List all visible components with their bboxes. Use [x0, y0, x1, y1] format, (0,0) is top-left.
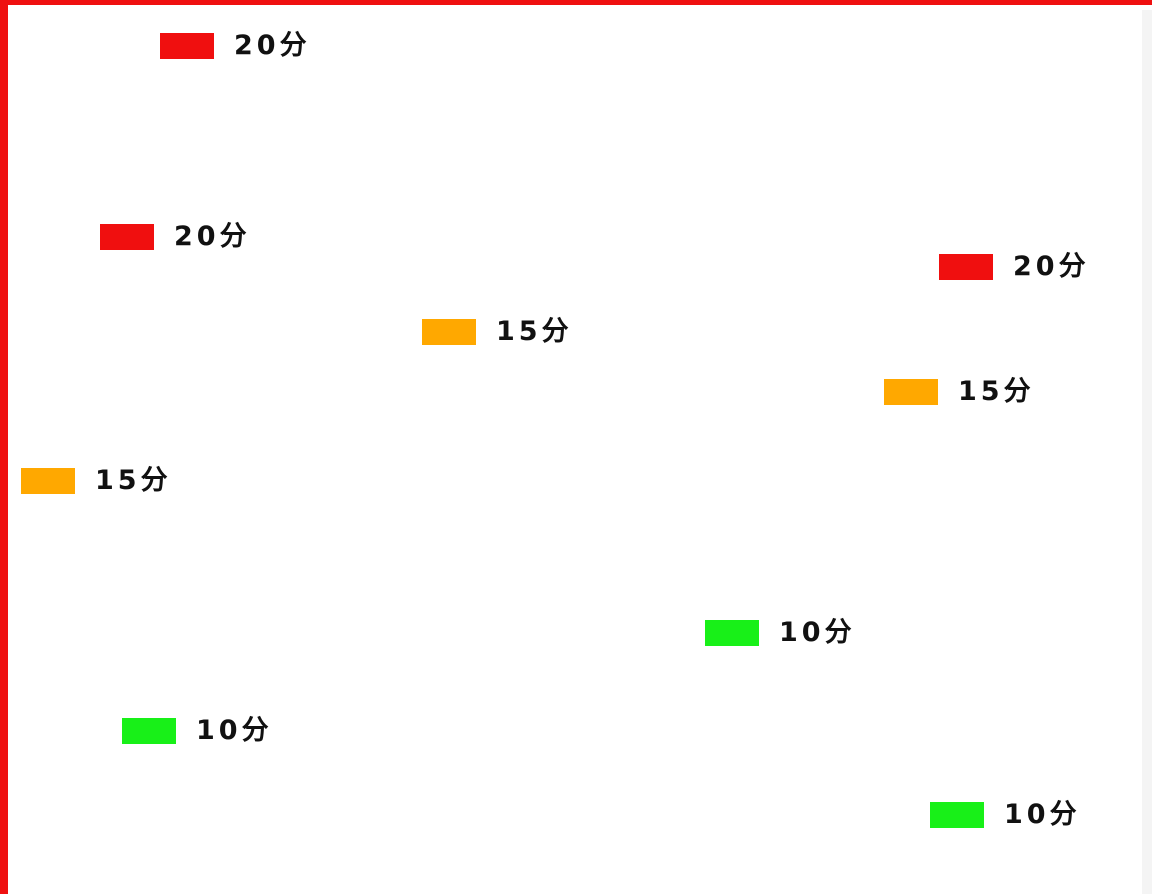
score-label: 10分 — [196, 715, 273, 746]
score-label: 15分 — [496, 316, 573, 347]
green-swatch — [705, 620, 759, 646]
score-marker-15-left: 15分 — [21, 466, 172, 496]
score-label: 20分 — [234, 30, 311, 61]
score-label: 10分 — [779, 617, 856, 648]
score-marker-15-center: 15分 — [422, 317, 573, 347]
orange-swatch — [21, 468, 75, 494]
red-swatch — [160, 33, 214, 59]
score-marker-20-left: 20分 — [100, 222, 251, 252]
score-marker-15-right: 15分 — [884, 377, 1035, 407]
score-marker-10-left: 10分 — [122, 716, 273, 746]
score-marker-10-center: 10分 — [705, 618, 856, 648]
orange-swatch — [884, 379, 938, 405]
score-marker-10-right: 10分 — [930, 800, 1081, 830]
red-swatch — [100, 224, 154, 250]
score-label: 20分 — [174, 221, 251, 252]
green-swatch — [122, 718, 176, 744]
orange-swatch — [422, 319, 476, 345]
green-swatch — [930, 802, 984, 828]
red-swatch — [939, 254, 993, 280]
score-label: 15分 — [95, 465, 172, 496]
score-marker-20-top: 20分 — [160, 31, 311, 61]
right-edge-strip — [1142, 10, 1152, 894]
score-label: 15分 — [958, 376, 1035, 407]
score-label: 10分 — [1004, 799, 1081, 830]
score-marker-20-right: 20分 — [939, 252, 1090, 282]
score-label: 20分 — [1013, 251, 1090, 282]
